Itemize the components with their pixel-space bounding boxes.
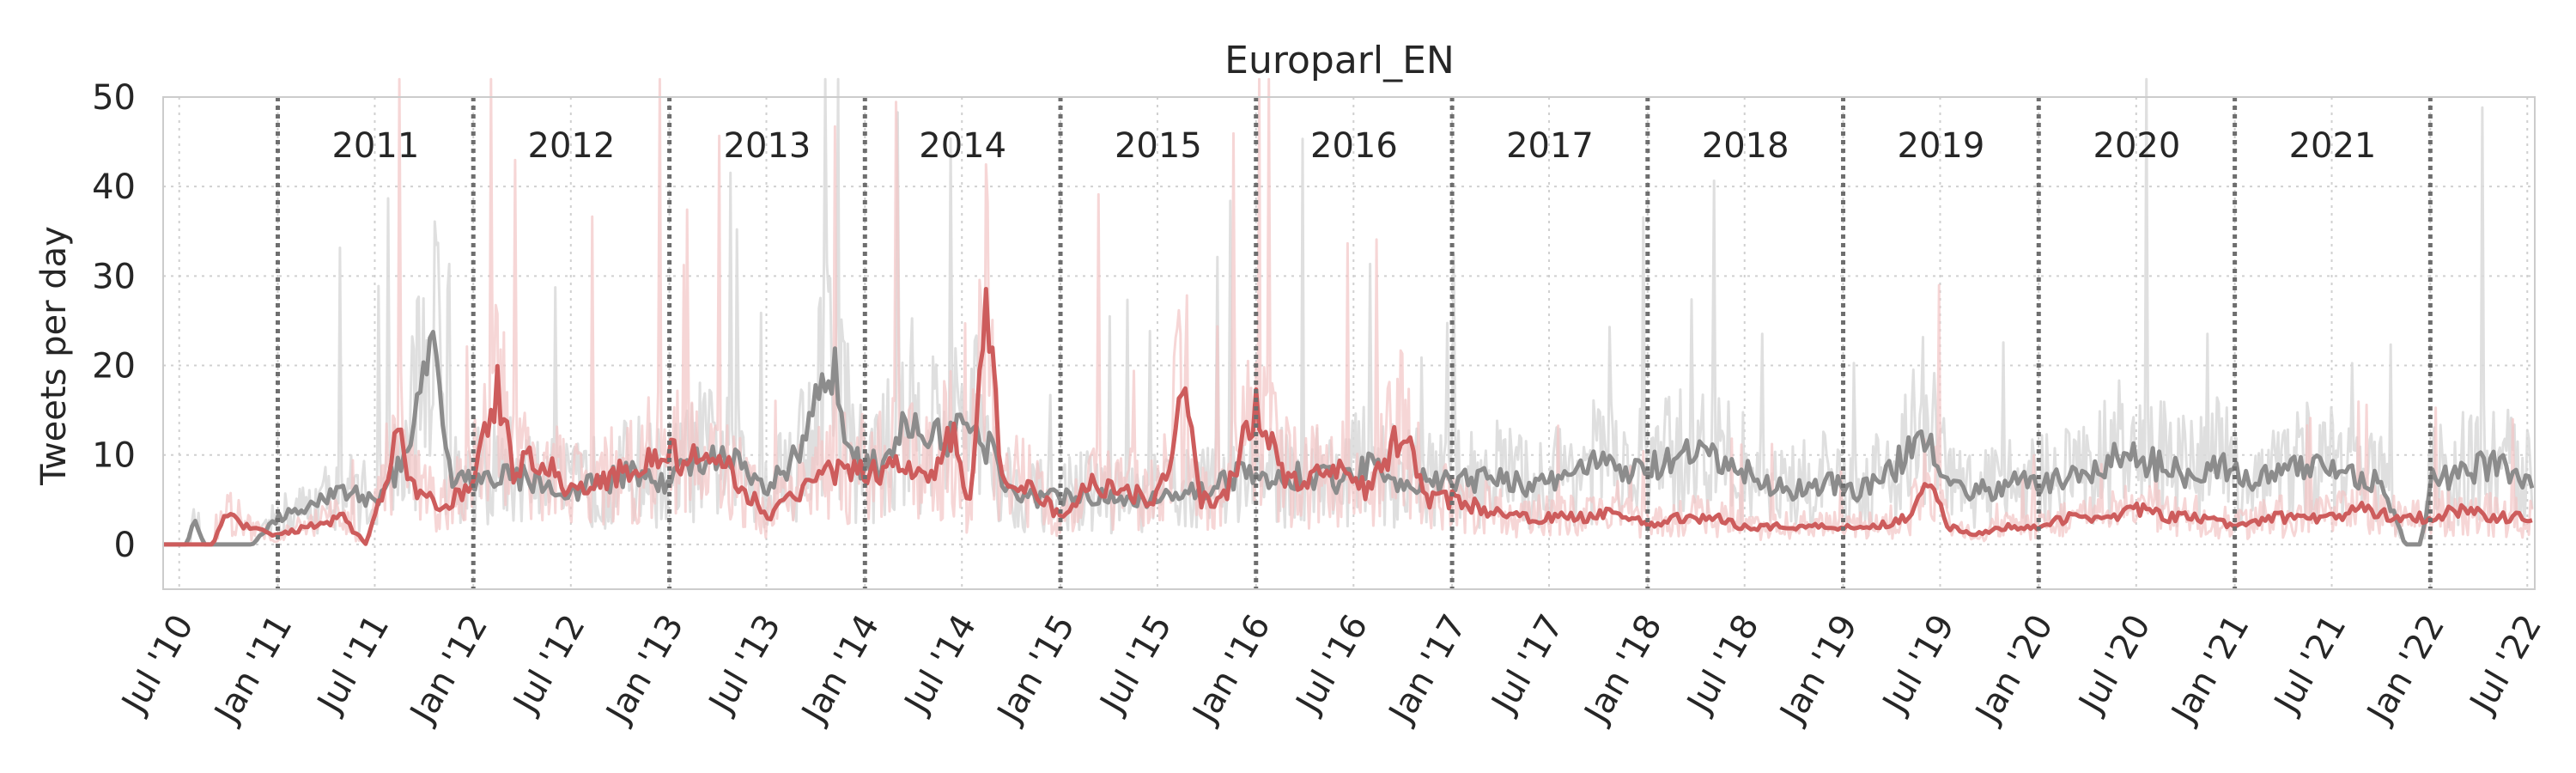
year-label: 2017 xyxy=(1506,126,1594,166)
x-tick-label: Jan '17 xyxy=(1381,608,1474,732)
y-tick-label: 30 xyxy=(92,257,136,296)
x-tick-label: Jul '10 xyxy=(113,608,202,721)
x-tick-label: Jan '12 xyxy=(402,608,495,732)
year-label: 2016 xyxy=(1310,126,1398,166)
x-tick-label: Jul '12 xyxy=(505,608,593,721)
x-tick-label: Jan '16 xyxy=(1184,608,1278,732)
x-tick-label: Jul '19 xyxy=(1874,608,1963,721)
x-tick-label: Jan '13 xyxy=(598,608,691,732)
year-label: 2019 xyxy=(1898,126,1985,166)
year-label: 2018 xyxy=(1702,126,1789,166)
y-tick-label: 50 xyxy=(92,78,136,118)
x-tick-label: Jul '11 xyxy=(309,608,398,721)
x-tick-label: Jan '18 xyxy=(1576,608,1669,732)
y-axis-label: Tweets per day xyxy=(34,226,74,486)
year-labels: 2011 2012 2013 2014 2015 2016 2017 2018 2019 2020… xyxy=(331,126,2376,166)
year-label: 2021 xyxy=(2289,126,2377,166)
year-label: 2014 xyxy=(919,126,1006,166)
x-tick-label: Jul '15 xyxy=(1091,608,1180,721)
x-tick-label: Jul '17 xyxy=(1483,608,1571,721)
year-label: 2011 xyxy=(331,126,419,166)
x-tick-labels: Jul '10 Jan '11 Jul '11 Jan '12 Jul '12 Jan '… xyxy=(113,608,2549,732)
plot-frame xyxy=(162,96,2536,590)
y-tick-label: 0 xyxy=(114,526,136,565)
x-tick-label: Jan '14 xyxy=(793,608,887,732)
x-tick-label: Jul '22 xyxy=(2461,608,2549,721)
year-label: 2015 xyxy=(1115,126,1202,166)
y-tick-label: 20 xyxy=(92,347,136,386)
chart-title: Europarl_EN xyxy=(1224,39,1455,82)
y-tick-label: 40 xyxy=(92,167,136,207)
x-tick-label: Jan '21 xyxy=(2163,608,2257,732)
x-tick-label: Jul '13 xyxy=(701,608,789,721)
year-label: 2013 xyxy=(724,126,811,166)
x-tick-label: Jul '21 xyxy=(2266,608,2354,721)
smoothed-series-line xyxy=(163,330,2535,547)
x-tick-label: Jan '22 xyxy=(2359,608,2452,732)
year-label: 2020 xyxy=(2093,126,2181,166)
x-tick-label: Jul '20 xyxy=(2070,608,2159,721)
x-tick-label: Jul '16 xyxy=(1288,608,1376,721)
x-tick-label: Jul '14 xyxy=(896,608,984,721)
y-tick-label: 10 xyxy=(92,436,136,476)
year-label: 2012 xyxy=(528,126,616,166)
x-tick-label: Jul '18 xyxy=(1679,608,1767,721)
x-tick-label: Jan '11 xyxy=(206,608,300,732)
smoothed-series-line xyxy=(163,287,2533,547)
x-tick-label: Jan '15 xyxy=(989,608,1083,732)
smoothed-series-layer xyxy=(163,287,2535,547)
x-tick-label: Jan '20 xyxy=(1967,608,2061,732)
y-tick-labels: 0 10 20 30 40 50 xyxy=(92,78,136,565)
x-tick-label: Jan '19 xyxy=(1771,608,1865,732)
